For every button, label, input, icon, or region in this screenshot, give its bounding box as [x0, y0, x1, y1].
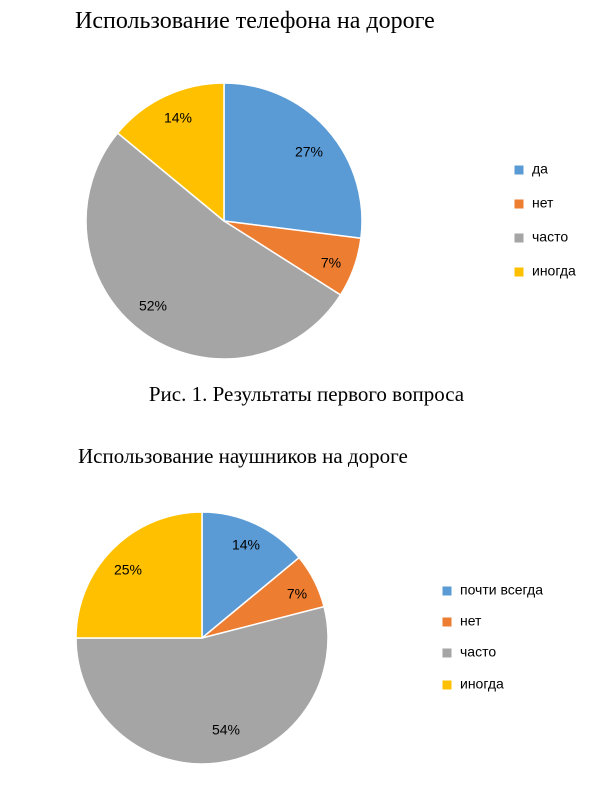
legend-swatch-почти-всегда	[442, 586, 452, 596]
legend-swatch-нет	[514, 199, 524, 209]
data-label-иногда: 25%	[114, 562, 142, 578]
legend-label-нет: нет	[460, 613, 482, 629]
chart-1-title: Использование телефона на дороге	[75, 8, 435, 34]
pie-slice-почти-всегда	[201, 511, 301, 640]
pie-slice-иногда	[75, 511, 203, 639]
data-label-нет: 7%	[321, 255, 341, 271]
legend-swatch-иногда	[514, 267, 524, 277]
legend-label-почти-всегда: почти всегда	[460, 582, 543, 598]
legend-label-иногда: иногда	[532, 263, 576, 279]
chart-2-title: Использование наушников на дороге	[78, 444, 408, 468]
legend-label-да: да	[532, 161, 548, 177]
legend-label-иногда: иногда	[460, 676, 504, 692]
legend-label-часто: часто	[532, 229, 568, 245]
legend-swatch-часто	[514, 233, 524, 243]
legend-label-часто: часто	[460, 644, 496, 660]
data-label-почти-всегда: 14%	[232, 537, 260, 553]
legend-swatch-иногда	[442, 680, 452, 690]
data-label-часто: 52%	[139, 298, 167, 314]
pie-slice-часто	[75, 605, 329, 765]
legend-swatch-да	[514, 165, 524, 175]
data-label-иногда: 14%	[164, 110, 192, 126]
pie-slice-часто	[85, 131, 342, 360]
data-label-часто: 54%	[212, 722, 240, 738]
pie-chart-phone-usage: 27% 7% 52% 14% да нет часто иногда	[85, 82, 576, 360]
pie-slice-иногда	[116, 82, 225, 223]
figure-1-caption: Рис. 1. Результаты первого вопроса	[148, 382, 465, 406]
legend-swatch-нет	[442, 617, 452, 627]
data-label-да: 27%	[295, 144, 323, 160]
legend-swatch-часто	[442, 648, 452, 658]
data-label-нет: 7%	[287, 586, 307, 602]
pie-slice-да	[223, 82, 363, 240]
legend-label-нет: нет	[532, 195, 554, 211]
